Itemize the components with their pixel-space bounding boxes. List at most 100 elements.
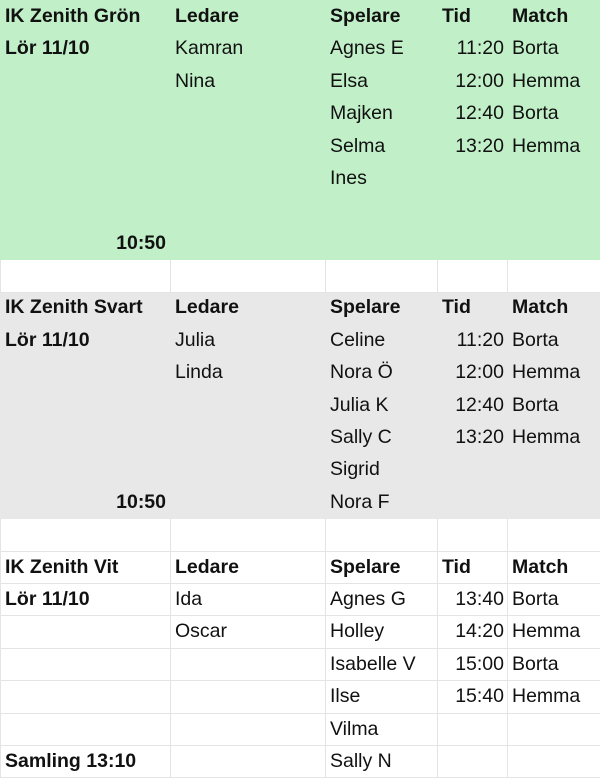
match-cell[interactable]: Match — [507, 0, 600, 34]
leader-cell[interactable] — [170, 97, 326, 131]
team-cell[interactable]: IK Zenith Svart — [0, 291, 171, 325]
team-cell[interactable]: 10:50 — [0, 226, 171, 261]
player-cell[interactable]: Spelare — [325, 291, 438, 325]
team-cell[interactable] — [0, 356, 171, 390]
time-cell[interactable] — [437, 744, 508, 778]
team-cell[interactable]: IK Zenith Vit — [0, 550, 171, 585]
time-cell[interactable] — [437, 453, 508, 487]
player-cell[interactable]: Sally N — [325, 744, 438, 778]
leader-cell[interactable] — [170, 518, 326, 552]
time-cell[interactable]: 12:00 — [437, 356, 508, 390]
match-cell[interactable]: Hemma — [507, 421, 600, 455]
player-cell[interactable]: Spelare — [325, 0, 438, 34]
leader-cell[interactable]: Linda — [170, 356, 326, 390]
team-cell[interactable]: Lör 11/10 — [0, 583, 171, 617]
time-cell[interactable]: 13:40 — [437, 583, 508, 617]
player-cell[interactable] — [325, 259, 438, 293]
leader-cell[interactable] — [170, 680, 326, 714]
leader-cell[interactable] — [170, 259, 326, 293]
player-cell[interactable]: Selma — [325, 129, 438, 163]
match-cell[interactable]: Borta — [507, 97, 600, 131]
team-cell[interactable] — [0, 97, 171, 131]
team-cell[interactable]: Lör 11/10 — [0, 32, 171, 66]
player-cell[interactable] — [325, 518, 438, 552]
team-cell[interactable]: 10:50 — [0, 485, 171, 520]
time-cell[interactable]: 12:40 — [437, 97, 508, 131]
leader-cell[interactable] — [170, 453, 326, 487]
match-cell[interactable] — [507, 259, 600, 293]
time-cell[interactable]: 13:20 — [437, 421, 508, 455]
leader-cell[interactable]: Ledare — [170, 550, 326, 585]
team-cell[interactable] — [0, 194, 171, 228]
player-cell[interactable]: Celine — [325, 323, 438, 358]
match-cell[interactable] — [507, 518, 600, 552]
time-cell[interactable]: 11:20 — [437, 32, 508, 66]
player-cell[interactable]: Sally C — [325, 421, 438, 455]
match-cell[interactable]: Borta — [507, 583, 600, 617]
team-cell[interactable] — [0, 680, 171, 714]
match-cell[interactable]: Hemma — [507, 615, 600, 649]
team-cell[interactable] — [0, 518, 171, 552]
player-cell[interactable]: Nora F — [325, 485, 438, 520]
match-cell[interactable] — [507, 453, 600, 487]
leader-cell[interactable] — [170, 194, 326, 228]
player-cell[interactable]: Ines — [325, 161, 438, 196]
match-cell[interactable]: Hemma — [507, 129, 600, 163]
time-cell[interactable] — [437, 518, 508, 552]
player-cell[interactable]: Ilse — [325, 680, 438, 714]
match-cell[interactable] — [507, 194, 600, 228]
team-cell[interactable] — [0, 421, 171, 455]
player-cell[interactable]: Vilma — [325, 712, 438, 746]
leader-cell[interactable]: Ida — [170, 583, 326, 617]
player-cell[interactable] — [325, 226, 438, 261]
player-cell[interactable]: Agnes G — [325, 583, 438, 617]
time-cell[interactable]: 15:00 — [437, 647, 508, 682]
team-cell[interactable] — [0, 129, 171, 163]
match-cell[interactable]: Hemma — [507, 356, 600, 390]
leader-cell[interactable] — [170, 744, 326, 778]
match-cell[interactable] — [507, 744, 600, 778]
match-cell[interactable]: Match — [507, 291, 600, 325]
time-cell[interactable]: Tid — [437, 0, 508, 34]
match-cell[interactable]: Match — [507, 550, 600, 585]
leader-cell[interactable]: Ledare — [170, 0, 326, 34]
time-cell[interactable]: Tid — [437, 550, 508, 585]
leader-cell[interactable] — [170, 388, 326, 423]
team-cell[interactable] — [0, 453, 171, 487]
leader-cell[interactable] — [170, 485, 326, 520]
match-cell[interactable]: Hemma — [507, 64, 600, 99]
match-cell[interactable] — [507, 161, 600, 196]
time-cell[interactable]: 12:40 — [437, 388, 508, 423]
leader-cell[interactable] — [170, 712, 326, 746]
team-cell[interactable] — [0, 161, 171, 196]
time-cell[interactable] — [437, 226, 508, 261]
match-cell[interactable] — [507, 485, 600, 520]
time-cell[interactable]: 14:20 — [437, 615, 508, 649]
player-cell[interactable]: Spelare — [325, 550, 438, 585]
leader-cell[interactable] — [170, 226, 326, 261]
time-cell[interactable] — [437, 712, 508, 746]
time-cell[interactable]: 11:20 — [437, 323, 508, 358]
player-cell[interactable]: Holley — [325, 615, 438, 649]
time-cell[interactable] — [437, 161, 508, 196]
leader-cell[interactable] — [170, 647, 326, 682]
player-cell[interactable]: Elsa — [325, 64, 438, 99]
match-cell[interactable]: Hemma — [507, 680, 600, 714]
leader-cell[interactable] — [170, 421, 326, 455]
leader-cell[interactable]: Nina — [170, 64, 326, 99]
team-cell[interactable]: Lör 11/10 — [0, 323, 171, 358]
time-cell[interactable] — [437, 485, 508, 520]
time-cell[interactable]: 15:40 — [437, 680, 508, 714]
time-cell[interactable]: 12:00 — [437, 64, 508, 99]
match-cell[interactable]: Borta — [507, 647, 600, 682]
leader-cell[interactable]: Oscar — [170, 615, 326, 649]
player-cell[interactable]: Julia K — [325, 388, 438, 423]
leader-cell[interactable]: Julia — [170, 323, 326, 358]
match-cell[interactable]: Borta — [507, 323, 600, 358]
time-cell[interactable] — [437, 194, 508, 228]
player-cell[interactable]: Isabelle V — [325, 647, 438, 682]
team-cell[interactable] — [0, 259, 171, 293]
player-cell[interactable]: Sigrid — [325, 453, 438, 487]
time-cell[interactable]: 13:20 — [437, 129, 508, 163]
player-cell[interactable]: Agnes E — [325, 32, 438, 66]
